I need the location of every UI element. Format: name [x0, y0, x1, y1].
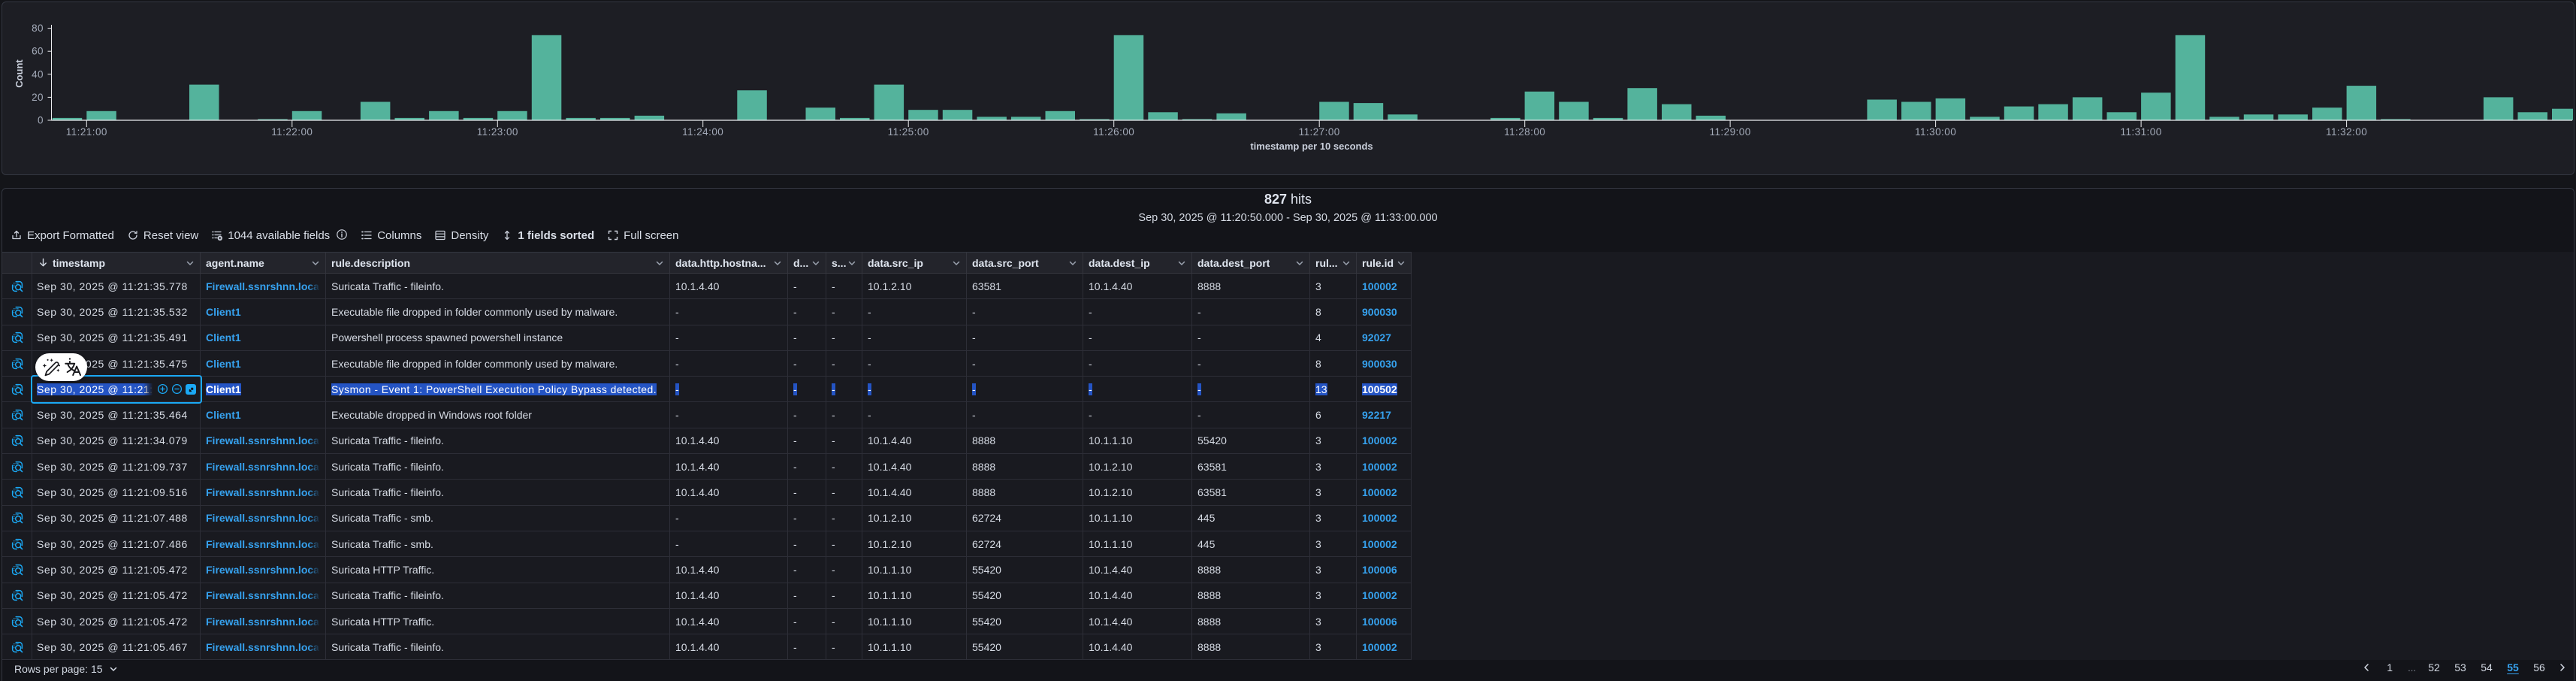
- svg-text:40: 40: [32, 68, 44, 80]
- svg-text:Count: Count: [14, 59, 25, 88]
- svg-text:11:29:00: 11:29:00: [1710, 126, 1751, 138]
- svg-text:11:24:00: 11:24:00: [682, 126, 723, 138]
- svg-text:11:25:00: 11:25:00: [888, 126, 929, 138]
- svg-text:11:30:00: 11:30:00: [1915, 126, 1956, 138]
- svg-text:11:31:00: 11:31:00: [2121, 126, 2162, 138]
- svg-text:11:28:00: 11:28:00: [1504, 126, 1545, 138]
- svg-text:11:27:00: 11:27:00: [1299, 126, 1340, 138]
- svg-text:11:32:00: 11:32:00: [2326, 126, 2367, 138]
- svg-text:11:26:00: 11:26:00: [1093, 126, 1134, 138]
- svg-text:80: 80: [32, 23, 44, 34]
- svg-text:11:23:00: 11:23:00: [477, 126, 518, 138]
- svg-text:60: 60: [32, 46, 44, 57]
- svg-text:11:22:00: 11:22:00: [271, 126, 313, 138]
- svg-text:11:21:00: 11:21:00: [66, 126, 107, 138]
- svg-text:0: 0: [38, 115, 44, 126]
- svg-text:timestamp per 10 seconds: timestamp per 10 seconds: [1250, 141, 1373, 152]
- svg-text:20: 20: [32, 92, 44, 103]
